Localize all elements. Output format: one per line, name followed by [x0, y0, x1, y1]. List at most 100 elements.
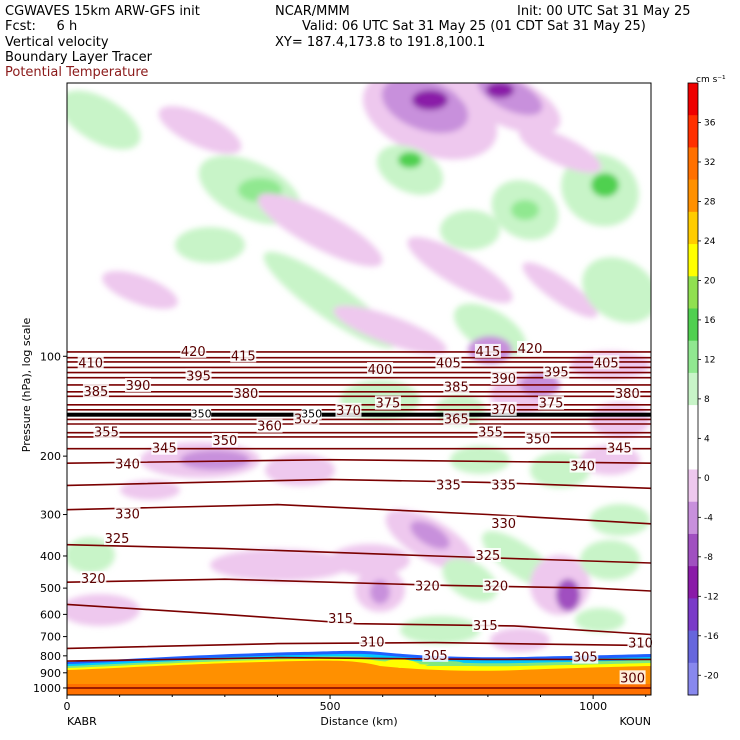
isentrope-label-bg: [114, 506, 141, 521]
tropopause-label: 350: [301, 408, 322, 421]
colorbar-swatch: [688, 83, 698, 116]
isentrope-label-bg: [185, 368, 212, 383]
isentrope-label-bg: [374, 395, 401, 410]
y-axis: 100 200 300 400 500 600 700 800 900 1000: [33, 350, 67, 695]
isentrope-label-bg: [619, 670, 646, 685]
isentrope-label-bg: [490, 515, 517, 530]
isentrope-label-bg: [77, 355, 104, 370]
isentrope-label: 335: [436, 478, 461, 493]
isentrope-label-bg: [327, 611, 354, 626]
colorbar-label: -16: [704, 632, 719, 642]
colorbar-label: 28: [704, 197, 716, 207]
isentrope-label-bg: [82, 383, 109, 398]
y-tick-label: 100: [40, 350, 61, 363]
isentrope-label: 415: [475, 345, 500, 360]
end-station-label: KOUN: [619, 715, 651, 728]
colorbar-swatch: [688, 147, 698, 181]
isentrope-label: 400: [368, 363, 393, 378]
isentrope-label-bg: [490, 370, 517, 385]
colorbar-swatch: [688, 566, 698, 599]
isentrope-label: 355: [94, 426, 119, 441]
isentrope-label: 340: [115, 458, 140, 473]
isentrope-label: 325: [105, 532, 130, 547]
cross-section-endpoints: XY= 187.4,173.8 to 191.8,100.1: [275, 35, 486, 50]
isentrope-label-bg: [538, 395, 565, 410]
colorbar-swatch: [688, 405, 698, 438]
isentrope-label: 390: [126, 379, 151, 394]
isentrope-label: 405: [594, 356, 619, 371]
isentrope-label-bg: [614, 386, 641, 401]
field-vertical-velocity: Vertical velocity: [5, 35, 109, 50]
field-potential-temperature: Potential Temperature: [5, 65, 149, 80]
y-tick-label: 300: [40, 509, 61, 522]
x-axis: 0 500 1000: [64, 695, 647, 713]
isentrope-310: [67, 641, 651, 650]
isentrope-label-bg: [477, 424, 504, 439]
potential-temperature-labels: 300 305 305 310 310 315 315 320 320 320 325 325 330 3…: [77, 340, 654, 686]
isentrope-label: 390: [491, 372, 516, 387]
y-tick-label: 800: [40, 650, 61, 663]
isentrope-label: 315: [473, 619, 498, 634]
isentrope-label-bg: [422, 647, 449, 662]
colorbar-label: -12: [704, 592, 719, 602]
isentrope-label-bg: [474, 343, 501, 358]
colorbar-label: 4: [704, 434, 710, 444]
colorbar-swatch: [688, 598, 698, 632]
isentrope-label: 370: [491, 403, 516, 418]
colorbar-swatch: [688, 179, 698, 213]
isentrope-label-bg: [627, 635, 654, 650]
model-title: CGWAVES 15km ARW-GFS init: [5, 4, 200, 19]
isentrope-label: 320: [415, 580, 440, 595]
plot-frame: [66, 82, 652, 696]
isentrope-label: 330: [491, 517, 516, 532]
colorbar-label: 0: [704, 474, 710, 484]
isentrope-label-bg: [93, 424, 120, 439]
y-tick-label: 500: [40, 582, 61, 595]
isentrope-label-bg: [367, 362, 394, 377]
isentrope-label-bg: [114, 456, 141, 471]
y-tick-label: 200: [40, 450, 61, 463]
init-time: Init: 00 UTC Sat 31 May 25: [517, 4, 691, 19]
isentrope-label-bg: [516, 340, 543, 355]
isentrope-label: 310: [628, 637, 653, 652]
isentrope-label-bg: [482, 578, 509, 593]
isentrope-label: 355: [478, 426, 503, 441]
colorbar-swatch: [688, 501, 698, 535]
colorbar-swatch: [688, 115, 698, 148]
tropopause-label-bg: [301, 408, 322, 420]
isentrope-label-bg: [435, 355, 462, 370]
isentrope-label: 420: [518, 342, 543, 357]
tropopause-label: 350: [191, 408, 212, 421]
colorbar-label: 8: [704, 395, 710, 405]
isentrope-label: 415: [231, 349, 256, 364]
isentrope-label: 320: [483, 580, 508, 595]
isentrope-label: 375: [376, 397, 401, 412]
isentrope-label: 385: [444, 380, 469, 395]
isentrope-label-bg: [572, 649, 599, 664]
isentrope-label-bg: [151, 440, 178, 455]
isentrope-label: 305: [423, 649, 448, 664]
isentrope-label: 385: [84, 385, 109, 400]
isentrope-label-bg: [524, 431, 551, 446]
isentrope-340: [67, 458, 651, 464]
isentrope-label-bg: [211, 432, 238, 447]
isentrope-label: 365: [444, 412, 469, 427]
y-tick-label: 900: [40, 667, 61, 680]
isentrope-label-bg: [230, 348, 257, 363]
isentrope-label: 420: [181, 345, 206, 360]
institution-label: NCAR/MMM: [275, 4, 350, 19]
isentrope-label: 315: [328, 612, 353, 627]
colorbar-label: 16: [704, 316, 716, 326]
y-axis-title: Pressure (hPa), log scale: [20, 318, 33, 453]
isentrope-label: 320: [81, 572, 106, 587]
x-tick-label: 0: [64, 700, 71, 713]
isentrope-label: 325: [475, 549, 500, 564]
isentrope-label-bg: [435, 477, 462, 492]
isentrope-label-bg: [490, 401, 517, 416]
isentrope-label-bg: [103, 530, 130, 545]
tropopause-label-bg: [191, 408, 212, 420]
colorbar-label: -8: [704, 553, 713, 563]
colorbar-label: 12: [704, 355, 715, 365]
isentrope-label-bg: [359, 634, 386, 649]
isentrope-label: 395: [186, 369, 211, 384]
